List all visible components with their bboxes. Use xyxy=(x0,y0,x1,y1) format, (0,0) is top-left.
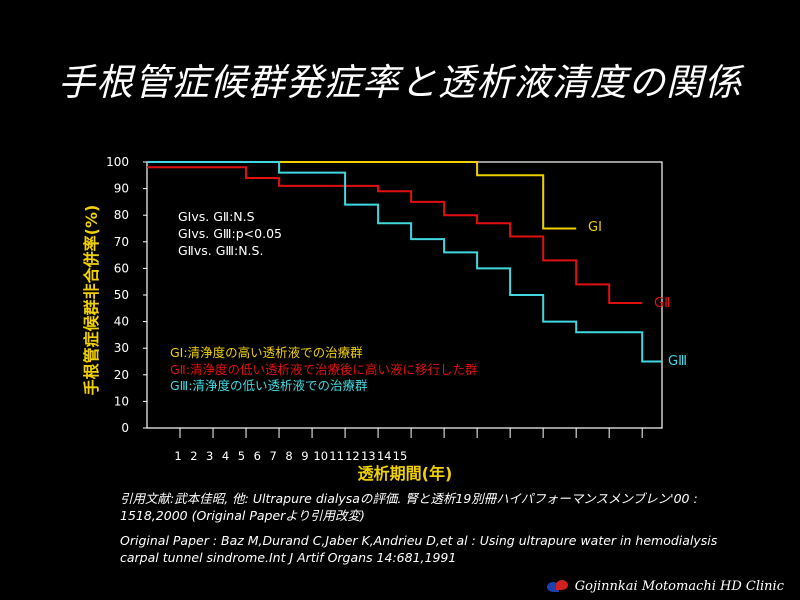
y-tick-label: 20 xyxy=(114,368,129,382)
y-tick-label: 30 xyxy=(114,341,129,355)
legend-text: GⅢ:清浄度の低い透析液での治療群 xyxy=(170,378,368,393)
clinic-name: Gojinnkai Motomachi HD Clinic xyxy=(574,579,784,594)
x-tick-label: 2 xyxy=(190,449,197,463)
x-tick-label: 6 xyxy=(254,449,261,463)
group-label-g3: GⅢ xyxy=(668,354,688,369)
x-tick-label: 5 xyxy=(238,449,245,463)
x-tick-label: 14 xyxy=(377,449,392,463)
x-tick-label: 4 xyxy=(222,449,229,463)
clinic-logo-icon xyxy=(546,579,569,594)
page-title: 手根管症候群発症率と透析液清度の関係 xyxy=(58,61,742,104)
y-axis-label: 手根管症候群非合併率(%) xyxy=(82,204,101,396)
stats-line: GⅠvs. GⅡ:N.S xyxy=(178,209,255,224)
y-tick-label: 40 xyxy=(114,315,129,329)
x-tick-label: 11 xyxy=(329,449,344,463)
y-tick-label: 0 xyxy=(121,421,129,435)
x-tick-label: 9 xyxy=(301,449,308,463)
group-label-g1: GⅠ xyxy=(588,220,602,235)
y-tick-label: 50 xyxy=(114,288,129,302)
y-tick-label: 60 xyxy=(114,261,129,275)
x-tick-label: 8 xyxy=(285,449,292,463)
stats-line: GⅡvs. GⅢ:N.S. xyxy=(178,243,264,258)
stats-line: GⅠvs. GⅢ:p<0.05 xyxy=(178,226,282,241)
x-tick-label: 1 xyxy=(174,449,181,463)
y-tick-label: 70 xyxy=(114,235,129,249)
legend-text: GⅡ:清浄度の低い透析液で治療後に高い液に移行した群 xyxy=(170,361,478,377)
y-tick-label: 90 xyxy=(114,182,129,196)
legend: GⅠ:清浄度の高い透析液での治療群 GⅡ:清浄度の低い透析液で治療後に高い液に移… xyxy=(170,345,478,395)
footer: Gojinnkai Motomachi HD Clinic xyxy=(546,579,784,594)
reference-2: Original Paper : Baz M,Durand C,Jaber K,… xyxy=(120,533,718,565)
x-tick-label: 15 xyxy=(393,449,408,463)
y-tick-label: 80 xyxy=(114,208,129,222)
series-line-g1 xyxy=(147,161,577,230)
x-tick-label: 7 xyxy=(269,449,276,463)
x-tick-label: 10 xyxy=(313,449,328,463)
legend-text: GⅠ:清浄度の高い透析液での治療群 xyxy=(170,345,363,360)
legend-entry-g1: GⅠ:清浄度の高い透析液での治療群 xyxy=(170,345,478,362)
legend-entry-g3: GⅢ:清浄度の低い透析液での治療群 xyxy=(170,378,478,395)
x-tick-label: 12 xyxy=(345,449,360,463)
series-line-g2 xyxy=(147,166,643,304)
reference-1: 引用文献:武本佳昭, 他: Ultrapure dialysaの評価. 腎と透析… xyxy=(120,491,698,523)
series-line-g3 xyxy=(147,161,662,363)
references: 引用文献:武本佳昭, 他: Ultrapure dialysaの評価. 腎と透析… xyxy=(120,490,720,574)
x-tick-label: 13 xyxy=(361,449,376,463)
y-tick-label: 100 xyxy=(106,155,129,169)
legend-entry-g2: GⅡ:清浄度の低い透析液で治療後に高い液に移行した群 xyxy=(170,362,478,379)
x-axis-label: 透析期間(年) xyxy=(357,464,453,483)
stats-block: GⅠvs. GⅡ:N.S GⅠvs. GⅢ:p<0.05 GⅡvs. GⅢ:N.… xyxy=(178,208,282,259)
x-tick-label: 3 xyxy=(206,449,213,463)
y-tick-label: 10 xyxy=(114,394,129,408)
group-label-g2: GⅡ xyxy=(654,296,671,311)
